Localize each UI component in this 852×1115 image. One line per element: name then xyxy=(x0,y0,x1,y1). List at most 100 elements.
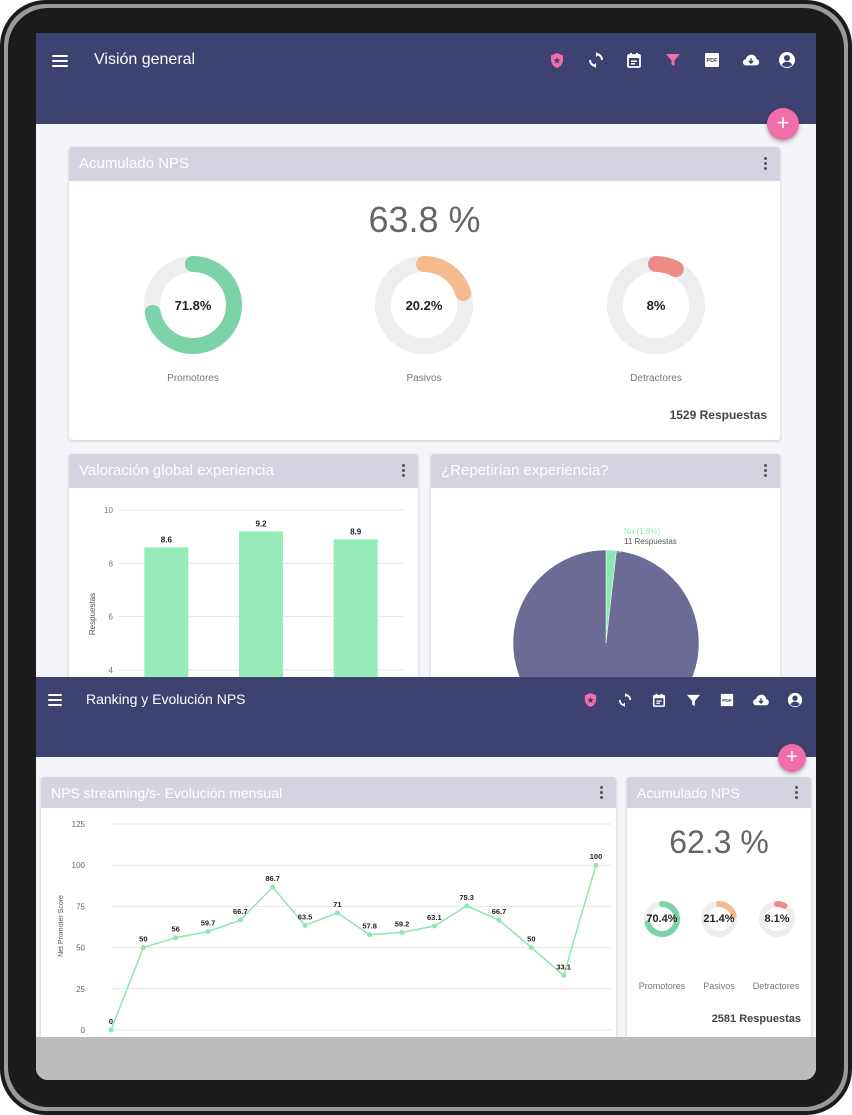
pdf-icon[interactable]: PDF xyxy=(718,691,736,709)
data-point xyxy=(334,910,340,916)
data-label: 59.7 xyxy=(201,919,216,928)
page-title: Ranking y Evolución NPS xyxy=(86,691,246,707)
bar-value-label: 9.2 xyxy=(255,519,267,528)
data-label: 71 xyxy=(333,900,341,909)
data-label: 50 xyxy=(139,935,147,944)
toolbar-icons: PDF xyxy=(548,51,796,69)
add-button[interactable]: + xyxy=(767,108,799,140)
donut-label: Detractores xyxy=(752,981,800,991)
y-tick-label: 125 xyxy=(72,820,86,829)
nps-score: 63.8 % xyxy=(368,199,481,240)
data-point xyxy=(270,884,276,890)
donut-value: 21.4% xyxy=(703,913,735,925)
menu-icon[interactable] xyxy=(52,55,68,67)
cloud-download-icon[interactable] xyxy=(752,691,770,709)
sync-icon[interactable] xyxy=(587,51,605,69)
line-chart-card: NPS streaming/s- Evolución mensual 125 10… xyxy=(41,777,616,1039)
calendar-icon[interactable] xyxy=(625,51,643,69)
donut-value: 8.1% xyxy=(764,913,790,925)
cloud-download-icon[interactable] xyxy=(742,51,760,69)
data-point xyxy=(399,929,405,935)
responses-number: 1529 xyxy=(669,408,697,422)
account-icon[interactable] xyxy=(778,51,796,69)
more-options-icon[interactable] xyxy=(764,464,768,479)
shield-star-icon[interactable] xyxy=(581,691,599,709)
bar-chart-card: Valoración global experiencia 10 8 6 4 Respu… xyxy=(69,454,418,694)
donut-label: Pasivos xyxy=(406,373,442,384)
pie-chart: No (1.8%) 11 Respuestas xyxy=(512,527,700,694)
donut-promotores xyxy=(644,901,680,937)
data-point xyxy=(464,903,470,909)
bar-value-label: 8.9 xyxy=(350,527,362,536)
more-options-icon[interactable] xyxy=(764,157,768,172)
sync-icon[interactable] xyxy=(616,691,634,709)
data-label: 100 xyxy=(590,852,603,861)
more-options-icon[interactable] xyxy=(795,786,799,801)
bar-chart: 10 8 6 4 Respuestas 8.6 9.2 8.9 xyxy=(88,506,403,694)
data-point xyxy=(528,945,534,951)
donut-value: 8% xyxy=(646,298,666,313)
responses-label: Respuestas xyxy=(699,408,767,422)
data-point xyxy=(237,917,243,923)
donut-label: Pasivos xyxy=(703,981,735,991)
data-label: 66.7 xyxy=(492,907,507,916)
card-header: Acumulado NPS xyxy=(69,147,780,181)
data-label: 66.7 xyxy=(233,907,248,916)
data-label: 63.1 xyxy=(427,913,442,922)
y-tick-label: 4 xyxy=(109,666,114,675)
card-header: NPS streaming/s- Evolución mensual xyxy=(41,777,616,808)
y-tick-label: 100 xyxy=(72,861,86,870)
donut-label: Detractores xyxy=(630,373,682,384)
nps-score: 62.3 % xyxy=(669,824,769,860)
pdf-icon[interactable]: PDF xyxy=(703,51,721,69)
series-line xyxy=(110,864,597,1031)
y-tick-label: 8 xyxy=(109,559,114,568)
bottom-app-bar: Ranking y Evolución NPS PDF xyxy=(36,677,816,757)
data-point xyxy=(108,1027,114,1033)
bar xyxy=(239,531,283,694)
account-icon[interactable] xyxy=(786,691,804,709)
data-point xyxy=(140,945,146,951)
donut-value: 71.8% xyxy=(174,298,212,313)
card-header: Valoración global experiencia xyxy=(69,454,418,488)
svg-text:PDF: PDF xyxy=(722,698,732,704)
add-button[interactable]: + xyxy=(778,744,806,772)
shield-star-icon[interactable] xyxy=(548,51,566,69)
data-point xyxy=(561,972,567,978)
menu-icon[interactable] xyxy=(48,694,62,706)
data-label: 57.8 xyxy=(362,922,377,931)
donut-value: 70.4% xyxy=(646,913,678,925)
responses-count: 2581 Respuestas xyxy=(712,1013,801,1025)
responses-count: 1529 Respuestas xyxy=(670,408,767,422)
bar xyxy=(333,539,378,694)
data-label: 59.2 xyxy=(395,919,410,928)
toolbar-icons: PDF xyxy=(581,691,804,709)
pie-slice xyxy=(512,549,700,694)
line-chart: 125 100 75 50 25 0 Net Promoter Score 0 50 56 59.7… xyxy=(58,820,611,1035)
more-options-icon[interactable] xyxy=(402,464,406,479)
filter-icon[interactable] xyxy=(684,691,702,709)
donut-detractores xyxy=(607,256,705,354)
y-axis-label: Net Promoter Score xyxy=(58,895,65,957)
data-label: 63.5 xyxy=(298,912,313,921)
y-axis-label: Respuestas xyxy=(88,593,97,635)
y-tick-label: 25 xyxy=(76,985,85,994)
donut-pasivos xyxy=(701,901,737,937)
card-title: NPS streaming/s- Evolución mensual xyxy=(51,785,283,801)
card-header: ¿Repetirían experiencia? xyxy=(431,454,780,488)
y-tick-label: 0 xyxy=(81,1026,86,1035)
calendar-icon[interactable] xyxy=(650,691,668,709)
donut-pasivos xyxy=(375,256,473,354)
data-label: 33.1 xyxy=(556,962,571,971)
pie-chart-card: ¿Repetirían experiencia? No (1.8%) 11 Re… xyxy=(431,454,780,694)
screen: Visión general PDF + Acumulado NPS 63.8 … xyxy=(36,33,816,1080)
filter-icon[interactable] xyxy=(664,51,682,69)
data-point xyxy=(593,862,599,868)
data-point xyxy=(302,922,308,928)
data-label: 0 xyxy=(109,1017,113,1026)
top-app-bar: Visión general PDF xyxy=(36,33,816,124)
card-title: Acumulado NPS xyxy=(637,785,740,801)
pie-label-no-count: 11 Respuestas xyxy=(624,537,677,546)
more-options-icon[interactable] xyxy=(600,786,604,801)
responses-number: 2581 xyxy=(711,1013,737,1025)
